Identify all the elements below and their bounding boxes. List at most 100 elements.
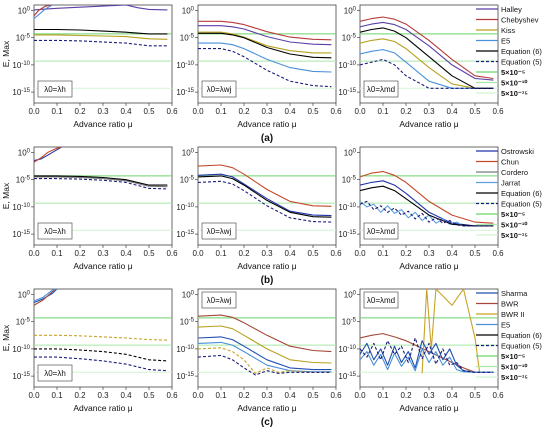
series-line (198, 48, 332, 88)
legend-label: BWR II (501, 310, 525, 319)
row-c: 100 10-5 10-10 10-15 0.0 0.1 0.2 0.3 0.4 0.5 0.6 λ0… (1, 288, 542, 428)
x-tick-label: 0.0 (354, 107, 366, 116)
x-tick-label: 0.5 (307, 107, 319, 116)
x-tick-label: 0.0 (192, 107, 204, 116)
y-tick-label: 10-15 (338, 88, 356, 97)
x-tick-label: 0.3 (261, 391, 273, 400)
y-tick-label: 10-15 (12, 372, 30, 381)
y-tick-label: 100 (344, 148, 357, 157)
y-tick-label: 10-5 (180, 176, 195, 185)
legend-label: Equation (6) (501, 331, 542, 340)
y-tick-label: 100 (18, 290, 31, 299)
x-tick-label: 0.5 (307, 391, 319, 400)
x-tick-label: 0.2 (238, 249, 250, 258)
legend-label: Jarrat (501, 179, 521, 188)
series-line (34, 334, 168, 341)
chart-panel: 100 10-5 10-10 10-15 0.0 0.1 0.2 0.3 0.4 0.5 0.6 λ0… (338, 4, 504, 129)
x-tick-label: 0.6 (166, 391, 178, 400)
series-group (360, 16, 494, 89)
x-tick-label: 0.4 (120, 391, 132, 400)
series-line (360, 21, 494, 81)
y-tick-label: 100 (182, 148, 195, 157)
series-line (34, 39, 168, 47)
series-line (34, 348, 168, 362)
x-tick-label: 0.0 (192, 249, 204, 258)
inset-label: λ0=λmd (367, 227, 395, 236)
y-axis-label: E, Max (1, 182, 11, 209)
series-line (360, 58, 494, 89)
y-tick-label: 100 (18, 6, 31, 15)
x-tick-label: 0.3 (261, 107, 273, 116)
x-tick-label: 0.6 (166, 249, 178, 258)
legend-label: 5×10⁻⁵ (501, 68, 526, 77)
y-tick-label: 10-10 (12, 345, 30, 354)
x-tick-label: 0.4 (446, 249, 458, 258)
inset-label: λ0=λmd (367, 85, 395, 94)
x-tick-label: 0.3 (97, 107, 109, 116)
chart-panel: 100 10-5 10-10 10-15 0.0 0.1 0.2 0.3 0.4 0.5 0.6 λ0… (176, 146, 342, 271)
x-axis-label: Advance ratio μ (73, 261, 132, 271)
row-label: (b) (261, 275, 274, 286)
x-tick-label: 0.1 (51, 249, 63, 258)
x-tick-label: 0.6 (492, 249, 504, 258)
chart-panel: 100 10-5 10-10 10-15 0.0 0.1 0.2 0.3 0.4 0.5 0.6 λ0… (1, 4, 178, 129)
y-tick-label: 100 (344, 290, 357, 299)
series-group (34, 5, 168, 47)
series-line (360, 38, 494, 89)
x-tick-label: 0.3 (97, 391, 109, 400)
y-tick-label: 100 (344, 6, 357, 15)
series-line (34, 5, 53, 20)
y-tick-label: 10-10 (12, 61, 30, 70)
x-tick-label: 0.2 (400, 107, 412, 116)
y-tick-label: 10-5 (16, 318, 31, 327)
x-tick-label: 0.4 (120, 107, 132, 116)
series-line (198, 175, 332, 218)
y-tick-label: 10-15 (338, 230, 356, 239)
series-line (34, 178, 168, 190)
series-line (34, 5, 53, 17)
x-tick-label: 0.1 (215, 249, 227, 258)
x-tick-label: 0.6 (330, 249, 342, 258)
series-group (34, 289, 168, 372)
inset-label: λ0=λmd (367, 296, 395, 305)
legend-label: Equation (6) (501, 47, 542, 56)
y-tick-label: 10-10 (338, 61, 356, 70)
series-line (198, 173, 332, 217)
x-tick-label: 0.3 (423, 391, 435, 400)
series-line (34, 289, 58, 302)
legend-label: BWR (501, 300, 519, 309)
series-line (360, 27, 494, 89)
x-tick-label: 0.0 (192, 391, 204, 400)
y-tick-label: 10-5 (16, 34, 31, 43)
x-tick-label: 0.4 (446, 107, 458, 116)
x-tick-label: 0.5 (307, 249, 319, 258)
x-axis-label: Advance ratio μ (73, 119, 132, 129)
inset-label: λ0=λh (44, 227, 66, 236)
x-tick-label: 0.5 (143, 391, 155, 400)
series-line (34, 5, 168, 11)
inset-label: λ0=λh (44, 369, 66, 378)
x-tick-label: 0.2 (74, 391, 86, 400)
x-tick-label: 0.5 (143, 249, 155, 258)
series-line (198, 180, 332, 223)
x-axis-label: Advance ratio μ (237, 261, 296, 271)
x-tick-label: 0.4 (446, 391, 458, 400)
x-tick-label: 0.4 (284, 391, 296, 400)
y-tick-label: 10-15 (12, 230, 30, 239)
x-axis-label: Advance ratio μ (73, 403, 132, 413)
y-tick-label: 10-10 (176, 61, 194, 70)
inset-label-box: λ0=λwj (201, 291, 237, 309)
x-tick-label: 0.2 (400, 391, 412, 400)
chart-panel: 100 10-5 10-10 10-15 0.0 0.1 0.2 0.3 0.4 0.5 0.6 λ0… (338, 146, 504, 271)
series-line (198, 42, 332, 73)
inset-label: λ0=λwj (207, 296, 232, 305)
series-line (198, 336, 332, 371)
x-tick-label: 0.2 (238, 107, 250, 116)
inset-label-box: λ0=λmd (363, 80, 399, 98)
x-tick-label: 0.6 (330, 391, 342, 400)
chart-panel: 100 10-5 10-10 10-15 0.0 0.1 0.2 0.3 0.4 0.5 0.6 λ0… (176, 288, 342, 413)
y-tick-label: 10-10 (338, 203, 356, 212)
y-tick-label: 10-10 (176, 203, 194, 212)
